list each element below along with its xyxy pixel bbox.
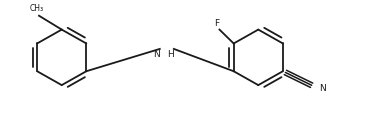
Text: N: N [319, 84, 326, 93]
Text: N: N [153, 49, 160, 58]
Text: F: F [214, 19, 219, 28]
Text: CH₃: CH₃ [30, 4, 44, 12]
Text: H: H [167, 49, 174, 58]
